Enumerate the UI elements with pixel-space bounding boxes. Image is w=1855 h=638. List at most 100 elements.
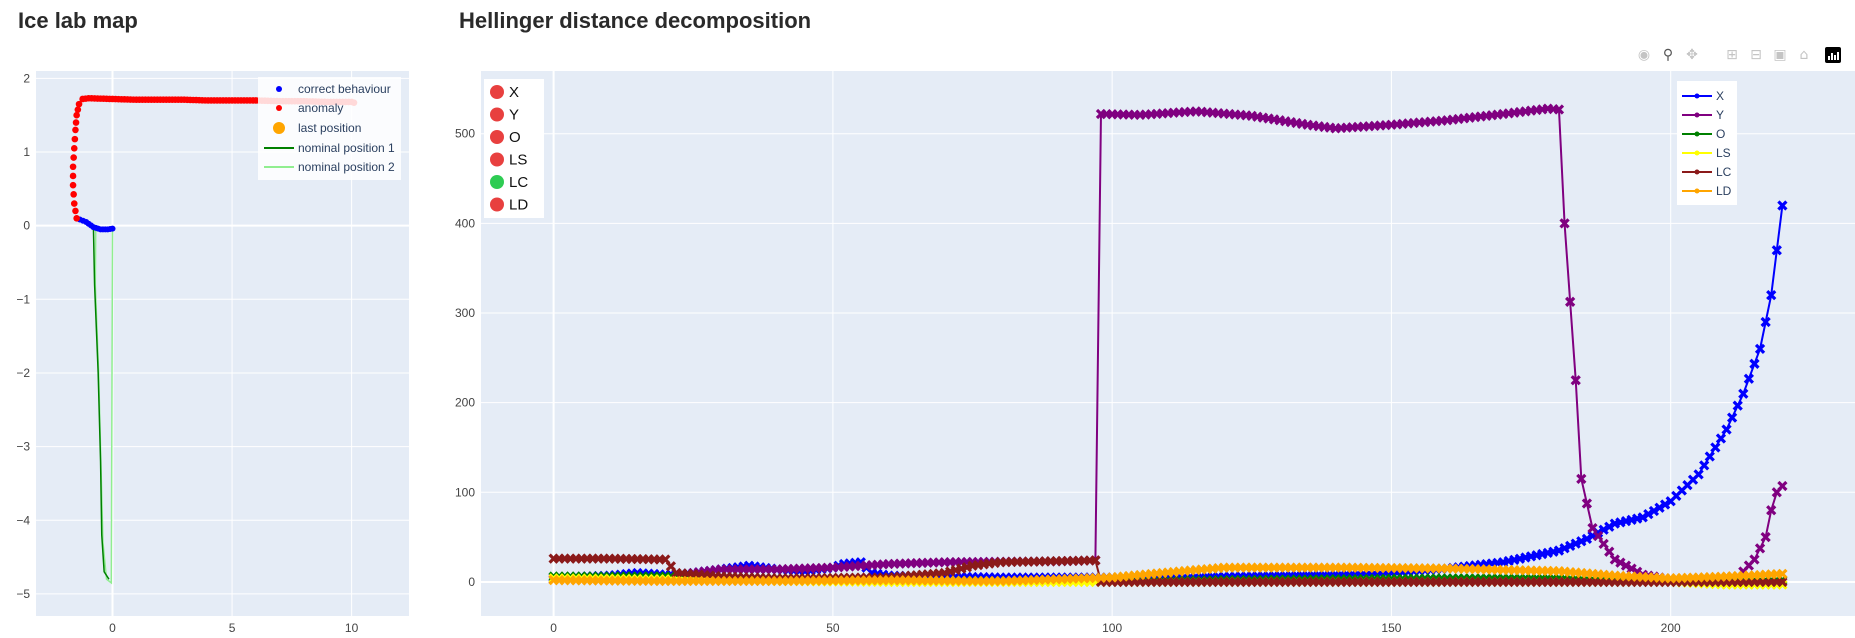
- map-y-tick-label: 1: [23, 145, 30, 159]
- hellinger-x-tick-label: 150: [1381, 621, 1401, 635]
- series-marker-y: [1620, 560, 1632, 571]
- anomaly-point: [72, 207, 79, 215]
- status-dot-icon: [490, 107, 504, 122]
- legend-item-lc[interactable]: LC: [1682, 165, 1732, 179]
- legend-item-anomaly[interactable]: anomaly: [276, 101, 343, 115]
- status-item-x: X: [490, 84, 519, 101]
- series-marker-y: [1766, 505, 1777, 516]
- legend-item-y[interactable]: Y: [1682, 108, 1724, 122]
- series-marker-x: [1726, 412, 1738, 423]
- hellinger-x-tick-label: 200: [1661, 621, 1681, 635]
- series-marker-y: [1604, 546, 1615, 557]
- map-y-tick-label: −5: [16, 587, 30, 601]
- status-item-o: O: [490, 129, 521, 146]
- legend-label-last-position: last position: [298, 121, 361, 135]
- status-label: LC: [509, 174, 528, 191]
- legend-item-last-position[interactable]: last position: [273, 121, 361, 135]
- status-item-y: Y: [490, 107, 519, 124]
- status-item-ls: LS: [490, 152, 527, 169]
- legend-label: Y: [1716, 108, 1724, 122]
- anomaly-point: [73, 111, 80, 119]
- series-marker-y: [1581, 498, 1593, 509]
- camera-icon[interactable]: ◉: [1637, 47, 1651, 63]
- hellinger-x-tick-label: 0: [550, 621, 557, 635]
- hellinger-legend[interactable]: XYO LS LC LD: [1677, 81, 1737, 205]
- map-y-tick-label: −4: [16, 513, 30, 527]
- hellinger-traces: [548, 103, 1788, 590]
- series-marker-x: [1693, 469, 1704, 480]
- legend-item-x[interactable]: X: [1682, 89, 1724, 103]
- pan-icon[interactable]: ✥: [1686, 47, 1698, 63]
- map-legend[interactable]: correct behaviour anomaly last position …: [258, 77, 401, 180]
- zoom-out-icon[interactable]: ⊟: [1750, 47, 1762, 63]
- legend-item-correct[interactable]: correct behaviour: [276, 82, 391, 96]
- hellinger-x-tick-label: 100: [1102, 621, 1122, 635]
- series-marker-x: [1732, 400, 1743, 411]
- zoom-in-icon[interactable]: ⊞: [1726, 47, 1738, 63]
- legend-item-nominal-2[interactable]: nominal position 2: [264, 160, 395, 174]
- status-dot-icon: [490, 130, 504, 144]
- autoscale-icon[interactable]: ▣: [1773, 47, 1787, 63]
- map-y-tick-label: 0: [23, 219, 30, 233]
- series-marker-x: [1743, 373, 1755, 384]
- series-marker-x: [1581, 533, 1593, 545]
- hellinger-tick-labels: 0 50 100 150 200 0 100 200 300 400 500: [455, 127, 1681, 635]
- series-marker-ld: [1777, 568, 1788, 580]
- series-marker-x: [1754, 343, 1766, 355]
- hellinger-y-tick-label: 200: [455, 396, 475, 410]
- legend-label: O: [1716, 127, 1725, 141]
- series-marker-y: [1587, 523, 1598, 534]
- anomaly-point: [70, 191, 77, 198]
- anomaly-point: [70, 145, 78, 152]
- map-x-tick-label: 0: [109, 621, 116, 635]
- map-y-tick-label: −2: [16, 366, 30, 380]
- hellinger-plot-area: [481, 71, 1855, 616]
- plotly-logo-icon[interactable]: [1825, 47, 1841, 63]
- map-y-tick-label: 2: [23, 71, 30, 85]
- series-marker-x: [1659, 499, 1671, 510]
- hellinger-y-tick-label: 500: [455, 127, 475, 141]
- series-marker-y: [1598, 538, 1609, 549]
- status-dot-icon: [490, 85, 504, 99]
- status-label: O: [509, 129, 521, 146]
- modebar: ◉ ⚲ ✥ ⊞ ⊟ ▣ ⌂: [1635, 44, 1841, 66]
- correct-behaviour-point: [109, 225, 116, 232]
- series-marker-y: [1749, 554, 1760, 565]
- series-marker-x: [1749, 358, 1760, 369]
- series-marker-x: [1760, 316, 1771, 328]
- legend-label-nominal-2: nominal position 2: [298, 160, 395, 174]
- series-marker-x: [1704, 451, 1715, 462]
- series-marker-y: [1615, 557, 1626, 568]
- series-marker-x: [1715, 433, 1727, 444]
- legend-item-ls[interactable]: LS: [1682, 146, 1731, 160]
- legend-label: LC: [1716, 165, 1732, 179]
- series-marker-y: [1609, 554, 1620, 565]
- legend-label: LD: [1716, 184, 1732, 198]
- anomaly-point: [74, 106, 82, 113]
- reset-axes-icon[interactable]: ⌂: [1799, 47, 1809, 63]
- legend-item-ld[interactable]: LD: [1682, 184, 1732, 198]
- anomaly-point: [69, 163, 77, 171]
- legend-label-correct: correct behaviour: [298, 82, 391, 96]
- series-marker-x: [1721, 424, 1732, 435]
- anomaly-point: [73, 214, 80, 222]
- legend-marker-icon: [1694, 112, 1700, 118]
- legend-marker-icon: [1694, 93, 1700, 99]
- series-marker-x: [1648, 505, 1660, 517]
- series-marker-x: [1771, 245, 1782, 256]
- series-marker-y: [1565, 296, 1576, 307]
- status-dot-icon: [490, 175, 504, 189]
- legend-label: LS: [1716, 146, 1731, 160]
- map-title: Ice lab map: [18, 8, 138, 33]
- anomaly-point: [75, 100, 83, 108]
- legend-item-nominal-1[interactable]: nominal position 1: [264, 141, 395, 155]
- zoom-icon[interactable]: ⚲: [1662, 47, 1674, 63]
- series-marker-y: [1777, 480, 1788, 492]
- series-marker-lc: [1090, 555, 1101, 566]
- status-item-lc: LC: [490, 174, 528, 191]
- legend-item-o[interactable]: O: [1682, 127, 1725, 141]
- anomaly-point: [70, 200, 78, 207]
